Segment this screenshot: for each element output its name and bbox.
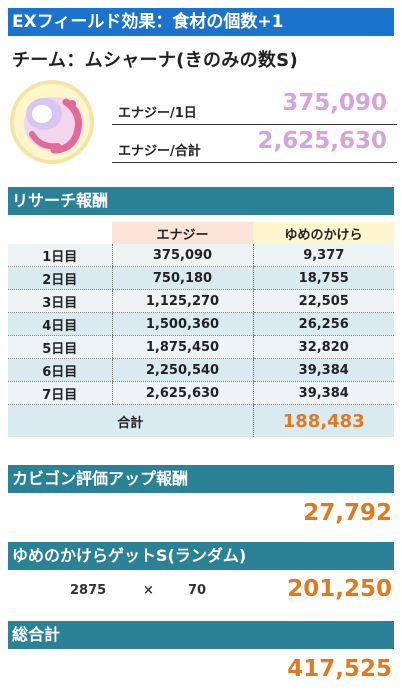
research-section-title: リサーチ報酬: [8, 187, 394, 215]
energy-per-day-value: 375,090: [282, 90, 387, 116]
table-row: 5日目 1,875,450 32,820: [8, 335, 394, 359]
team-name: チーム：ムシャーナ(きのみの数S): [12, 50, 298, 71]
table-row: 1日目 375,090 9,377: [8, 244, 394, 267]
table-row: 3日目 1,125,270 22,505: [8, 289, 394, 313]
candy-cell: 26,256: [252, 312, 394, 336]
energy-cell: 1,500,360: [111, 312, 253, 336]
candy-cell: 9,377: [252, 244, 394, 267]
energy-total-value: 2,625,630: [257, 128, 388, 154]
table-row: 7日目 2,625,630 39,384: [8, 381, 394, 405]
table-header-row: エナジー ゆめのかけら: [8, 222, 394, 244]
random-dream-total-value: 201,250: [287, 576, 392, 602]
energy-per-day-row: エナジー/1日 375,090: [112, 90, 397, 125]
energy-cell: 2,250,540: [111, 358, 253, 382]
research-table: エナジー ゆめのかけら 1日目 375,090 9,377 2日目 750,18…: [8, 222, 394, 437]
dream-multiplier-value: 70: [188, 583, 207, 598]
total-value: 188,483: [252, 404, 394, 437]
day-cell: 7日目: [8, 381, 112, 405]
random-dream-section-title: ゆめのかけらゲットS(ランダム): [8, 542, 394, 570]
day-column-header: [8, 222, 112, 244]
energy-per-day-label: エナジー/1日: [118, 106, 197, 121]
energy-cell: 1,875,450: [111, 335, 253, 359]
day-cell: 3日目: [8, 289, 112, 313]
day-cell: 2日目: [8, 266, 112, 290]
candy-cell: 39,384: [252, 358, 394, 382]
dream-base-value: 2875: [70, 583, 107, 598]
day-cell: 1日目: [8, 244, 112, 267]
table-row: 6日目 2,250,540 39,384: [8, 358, 394, 382]
energy-cell: 1,125,270: [111, 289, 253, 313]
total-label: 合計: [8, 404, 253, 437]
candy-cell: 22,505: [252, 289, 394, 313]
candy-cell: 18,755: [252, 266, 394, 290]
times-sign: ×: [143, 583, 154, 598]
table-row: 2日目 750,180 18,755: [8, 266, 394, 290]
page-title: EXフィールド効果：食材の個数+1: [8, 8, 394, 36]
musharna-avatar: [10, 80, 94, 164]
table-row: 4日目 1,500,360 26,256: [8, 312, 394, 336]
energy-cell: 375,090: [111, 244, 253, 267]
candy-column-header: ゆめのかけら: [253, 222, 394, 244]
candy-cell: 39,384: [252, 381, 394, 405]
energy-total-row: エナジー/合計 2,625,630: [112, 128, 397, 163]
day-cell: 4日目: [8, 312, 112, 336]
musharna-icon: [24, 97, 84, 154]
day-cell: 6日目: [8, 358, 112, 382]
total-row: 合計 188,483: [8, 404, 394, 437]
energy-cell: 2,625,630: [111, 381, 253, 405]
grand-total-value: 417,525: [287, 656, 392, 682]
candy-cell: 32,820: [252, 335, 394, 359]
day-cell: 5日目: [8, 335, 112, 359]
grand-total-section-title: 総合計: [8, 621, 394, 649]
energy-total-label: エナジー/合計: [118, 144, 201, 159]
energy-cell: 750,180: [111, 266, 253, 290]
snorlax-section-title: カビゴン評価アップ報酬: [8, 465, 394, 493]
snorlax-reward-value: 27,792: [303, 500, 392, 526]
energy-column-header: エナジー: [112, 222, 253, 244]
